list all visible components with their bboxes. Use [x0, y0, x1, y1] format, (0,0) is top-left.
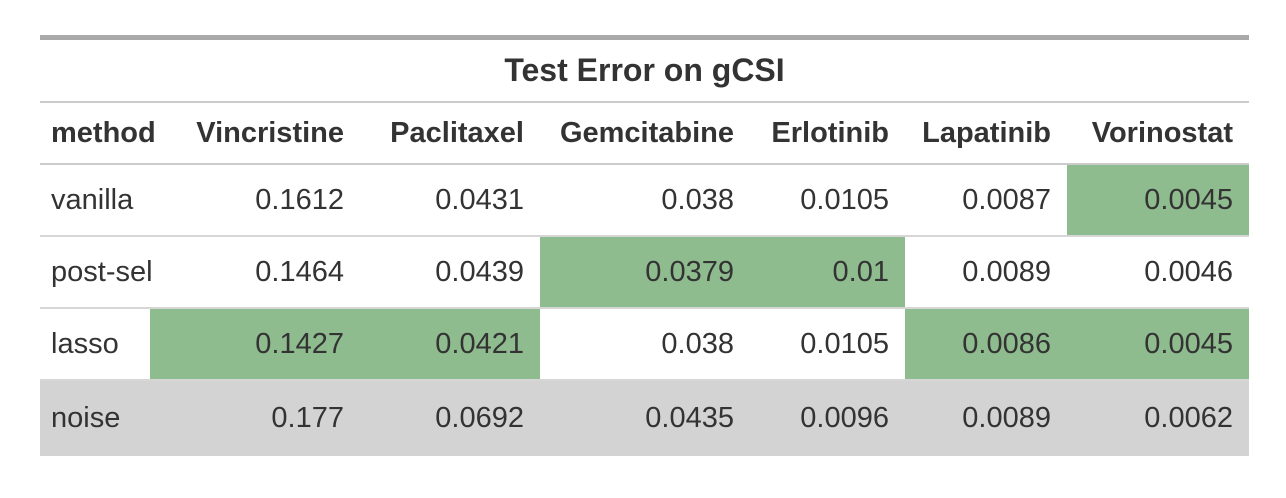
cell-lasso-gemcitabine: 0.038: [540, 308, 750, 381]
cell-post-sel-vincristine: 0.1464: [150, 236, 360, 309]
cell-noise-lapatinib: 0.0089: [905, 380, 1067, 456]
cell-noise-vorinostat: 0.0062: [1067, 380, 1249, 456]
table-row-vanilla: vanilla 0.1612 0.0431 0.038 0.0105 0.008…: [40, 164, 1249, 237]
table-row-noise: noise 0.177 0.0692 0.0435 0.0096 0.0089 …: [40, 380, 1249, 456]
cell-lasso-erlotinib: 0.0105: [750, 308, 905, 381]
method-label-vanilla: vanilla: [40, 164, 150, 237]
cell-post-sel-erlotinib-highlighted: 0.01: [750, 236, 905, 309]
test-error-table: Test Error on gCSI method Vincristine Pa…: [40, 40, 1249, 456]
cell-noise-paclitaxel: 0.0692: [360, 380, 540, 456]
results-table-container: Test Error on gCSI method Vincristine Pa…: [40, 35, 1249, 456]
column-header-vorinostat: Vorinostat: [1067, 102, 1249, 165]
title-row: Test Error on gCSI: [40, 40, 1249, 103]
cell-vanilla-gemcitabine: 0.038: [540, 164, 750, 237]
column-header-vincristine: Vincristine: [150, 102, 360, 165]
cell-vanilla-erlotinib: 0.0105: [750, 164, 905, 237]
cell-post-sel-paclitaxel: 0.0439: [360, 236, 540, 309]
column-header-gemcitabine: Gemcitabine: [540, 102, 750, 165]
cell-noise-vincristine: 0.177: [150, 380, 360, 456]
cell-lasso-vincristine-highlighted: 0.1427: [150, 308, 360, 381]
cell-post-sel-vorinostat: 0.0046: [1067, 236, 1249, 309]
cell-vanilla-vorinostat-highlighted: 0.0045: [1067, 164, 1249, 237]
cell-lasso-lapatinib-highlighted: 0.0086: [905, 308, 1067, 381]
method-label-noise: noise: [40, 380, 150, 456]
cell-noise-gemcitabine: 0.0435: [540, 380, 750, 456]
table-title: Test Error on gCSI: [40, 40, 1249, 103]
column-header-lapatinib: Lapatinib: [905, 102, 1067, 165]
cell-post-sel-gemcitabine-highlighted: 0.0379: [540, 236, 750, 309]
table-top-rule: [40, 35, 1249, 40]
column-header-paclitaxel: Paclitaxel: [360, 102, 540, 165]
cell-noise-erlotinib: 0.0096: [750, 380, 905, 456]
cell-lasso-paclitaxel-highlighted: 0.0421: [360, 308, 540, 381]
method-label-lasso: lasso: [40, 308, 150, 381]
table-row-post-sel: post-sel 0.1464 0.0439 0.0379 0.01 0.008…: [40, 236, 1249, 309]
method-label-post-sel: post-sel: [40, 236, 153, 309]
column-header-erlotinib: Erlotinib: [750, 102, 905, 165]
cell-post-sel-lapatinib: 0.0089: [905, 236, 1067, 309]
cell-vanilla-lapatinib: 0.0087: [905, 164, 1067, 237]
cell-lasso-vorinostat-highlighted: 0.0045: [1067, 308, 1249, 381]
cell-vanilla-paclitaxel: 0.0431: [360, 164, 540, 237]
header-row: method Vincristine Paclitaxel Gemcitabin…: [40, 102, 1249, 165]
cell-vanilla-vincristine: 0.1612: [150, 164, 360, 237]
column-header-method: method: [40, 102, 156, 165]
table-row-lasso: lasso 0.1427 0.0421 0.038 0.0105 0.0086 …: [40, 308, 1249, 381]
